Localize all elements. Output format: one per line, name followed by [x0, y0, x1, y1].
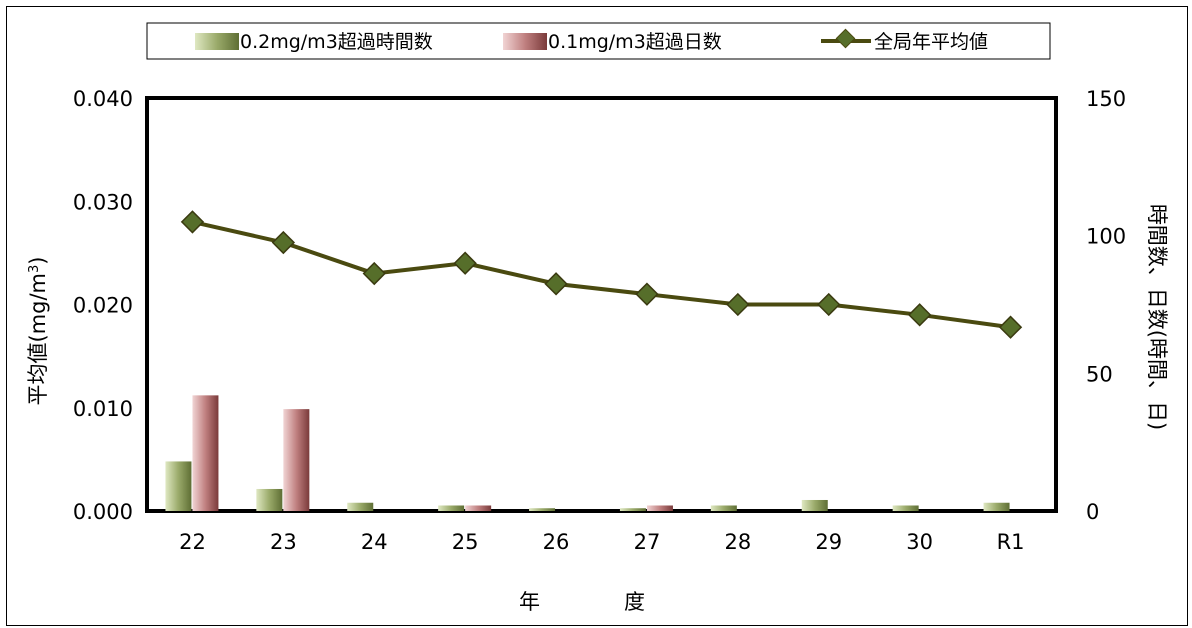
average-point — [544, 272, 568, 296]
bar-hours — [347, 502, 374, 511]
y-tick-label: 0.010 — [73, 397, 133, 421]
bar-hours — [801, 499, 828, 511]
chart-svg: 0.2mg/m3超過時間数 0.1mg/m3超過日数 全局年平均値 0.0000… — [26, 22, 1169, 614]
bar-hours — [438, 505, 465, 511]
y-tick-label: 0.000 — [73, 500, 133, 524]
legend: 0.2mg/m3超過時間数 0.1mg/m3超過日数 全局年平均値 — [146, 22, 1051, 60]
x-tick-label: 24 — [361, 530, 388, 554]
average-point — [726, 292, 750, 317]
right-axis: 0 50 100 150 — [1086, 87, 1126, 524]
y-tick-label: 0.040 — [73, 87, 133, 111]
legend-label-average: 全局年平均値 — [874, 31, 988, 53]
legend-swatch-days — [503, 33, 547, 50]
x-axis: 22 23 24 25 26 27 28 29 30 R1 — [179, 530, 1024, 554]
bar-days — [646, 505, 673, 511]
y2-tick-label: 0 — [1086, 500, 1099, 524]
x-tick-label: 23 — [270, 530, 297, 554]
y2-tick-label: 100 — [1086, 225, 1126, 249]
x-tick-label: 29 — [815, 530, 842, 554]
x-axis-title: 年 度 — [519, 590, 645, 614]
y-axis-title: 平均値(mg/m3) — [26, 257, 50, 406]
average-point — [635, 282, 659, 306]
average-point — [362, 261, 386, 286]
bar-hours — [983, 502, 1010, 511]
x-tick-label: 28 — [724, 530, 751, 554]
x-tick-label: 27 — [634, 530, 661, 554]
average-point — [453, 251, 477, 275]
bar-hours — [892, 505, 919, 511]
legend-label-days: 0.1mg/m3超過日数 — [548, 31, 722, 53]
x-tick-label: 22 — [179, 530, 206, 554]
y-tick-label: 0.030 — [73, 190, 133, 214]
average-point — [817, 292, 841, 317]
y-tick-label: 0.020 — [73, 294, 133, 318]
x-tick-label: 30 — [906, 530, 933, 554]
chart-frame: 0.2mg/m3超過時間数 0.1mg/m3超過日数 全局年平均値 0.000 0… — [6, 6, 1188, 626]
legend-label-hours: 0.2mg/m3超過時間数 — [240, 31, 433, 53]
legend-box — [146, 22, 1051, 60]
x-tick-label: R1 — [997, 530, 1025, 554]
y2-tick-label: 150 — [1086, 87, 1126, 111]
bar-hours — [619, 508, 646, 511]
x-tick-label: 26 — [543, 530, 570, 554]
average-line — [192, 219, 1011, 330]
x-tick-label: 25 — [452, 530, 479, 554]
y2-axis-title: 時間数、日数(時間、日) — [1145, 204, 1169, 430]
line-series — [180, 210, 1023, 339]
average-point — [271, 230, 296, 255]
plot-area — [145, 96, 1058, 513]
bar-hours — [256, 488, 283, 511]
left-axis: 0.000 0.010 0.020 0.030 0.040 — [73, 87, 133, 524]
average-point — [998, 315, 1023, 339]
average-point — [180, 210, 205, 234]
legend-marker-average — [835, 28, 856, 49]
bar-days — [192, 395, 219, 511]
bar-series — [165, 395, 1010, 511]
average-point — [907, 303, 932, 327]
legend-swatch-hours — [195, 33, 239, 50]
bar-hours — [710, 505, 737, 511]
y2-tick-label: 50 — [1086, 362, 1113, 386]
bar-hours — [529, 508, 556, 511]
bar-hours — [165, 461, 192, 511]
bar-days — [465, 505, 492, 511]
bar-days — [283, 409, 310, 511]
